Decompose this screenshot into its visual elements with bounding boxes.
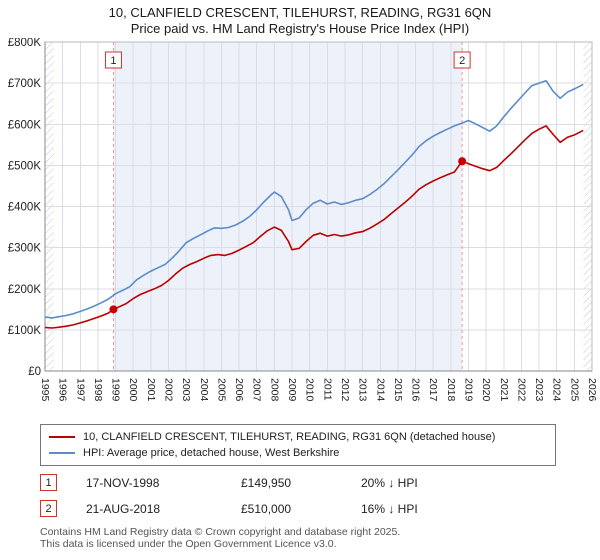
legend-label-hpi: HPI: Average price, detached house, West… bbox=[83, 447, 340, 459]
sale-2-price: £510,000 bbox=[241, 501, 292, 516]
sale-1-date: 17-NOV-1998 bbox=[86, 475, 160, 490]
svg-text:2019: 2019 bbox=[462, 378, 474, 402]
legend-label-property: 10, CLANFIELD CRESCENT, TILEHURST, READI… bbox=[83, 431, 496, 443]
svg-text:2023: 2023 bbox=[533, 378, 545, 402]
legend-item-hpi: HPI: Average price, detached house, West… bbox=[49, 445, 547, 461]
svg-text:2002: 2002 bbox=[163, 378, 175, 402]
svg-text:1997: 1997 bbox=[74, 378, 86, 402]
svg-text:2011: 2011 bbox=[321, 378, 333, 401]
sale-annotation-1: 1 17-NOV-1998 £149,950 20% ↓ HPI bbox=[40, 474, 418, 491]
svg-text:£0: £0 bbox=[28, 366, 41, 378]
svg-text:2020: 2020 bbox=[480, 378, 492, 402]
svg-text:1: 1 bbox=[110, 55, 116, 67]
svg-text:2003: 2003 bbox=[180, 378, 192, 402]
svg-text:2018: 2018 bbox=[445, 378, 457, 402]
blue-line-swatch bbox=[49, 452, 75, 454]
svg-text:2016: 2016 bbox=[410, 378, 422, 402]
svg-text:£800K: £800K bbox=[8, 38, 42, 49]
svg-text:2007: 2007 bbox=[251, 378, 263, 402]
svg-text:2004: 2004 bbox=[198, 378, 210, 402]
svg-text:2014: 2014 bbox=[374, 378, 386, 402]
svg-text:2021: 2021 bbox=[498, 378, 510, 402]
svg-text:2026: 2026 bbox=[586, 378, 598, 402]
svg-text:£400K: £400K bbox=[8, 202, 42, 214]
sale-1-marker-box: 1 bbox=[40, 474, 57, 491]
footer-line-1: Contains HM Land Registry data © Crown c… bbox=[40, 526, 401, 538]
svg-text:2: 2 bbox=[459, 55, 465, 67]
svg-text:1999: 1999 bbox=[110, 378, 122, 402]
svg-text:1996: 1996 bbox=[57, 378, 69, 402]
svg-text:2017: 2017 bbox=[427, 378, 439, 402]
sale-1-price: £149,950 bbox=[241, 475, 292, 490]
sale-1-hpi-delta: 20% ↓ HPI bbox=[361, 475, 418, 490]
sale-2-date: 21-AUG-2018 bbox=[86, 501, 161, 516]
license-footer: Contains HM Land Registry data © Crown c… bbox=[40, 526, 400, 550]
chart-area: £0 £100K £200K £300K £400K £500K £600K £700K £80… bbox=[0, 37, 600, 418]
svg-text:2024: 2024 bbox=[551, 378, 563, 402]
sale-2-marker-box: 2 bbox=[40, 500, 57, 517]
footer-line-2: This data is licensed under the Open Gov… bbox=[40, 538, 337, 550]
svg-text:£200K: £200K bbox=[8, 284, 42, 296]
red-line-swatch bbox=[49, 436, 75, 438]
price-chart: £0 £100K £200K £300K £400K £500K £600K £700K £80… bbox=[8, 37, 598, 402]
page-title: 10, CLANFIELD CRESCENT, TILEHURST, READI… bbox=[108, 5, 492, 20]
svg-text:£100K: £100K bbox=[8, 325, 42, 337]
svg-text:2008: 2008 bbox=[268, 378, 280, 402]
svg-text:2005: 2005 bbox=[215, 378, 227, 402]
svg-text:2025: 2025 bbox=[568, 378, 580, 402]
svg-text:£700K: £700K bbox=[8, 78, 42, 90]
svg-text:2001: 2001 bbox=[145, 378, 157, 402]
svg-text:£500K: £500K bbox=[8, 160, 42, 172]
sale-annotation-2: 2 21-AUG-2018 £510,000 16% ↓ HPI bbox=[40, 500, 418, 517]
svg-text:2015: 2015 bbox=[392, 378, 404, 402]
svg-text:2022: 2022 bbox=[515, 378, 527, 402]
svg-text:2012: 2012 bbox=[339, 378, 351, 402]
svg-text:2000: 2000 bbox=[127, 378, 139, 402]
svg-text:2010: 2010 bbox=[304, 378, 316, 402]
svg-text:2006: 2006 bbox=[233, 378, 245, 402]
svg-text:1995: 1995 bbox=[39, 378, 51, 402]
legend-item-property: 10, CLANFIELD CRESCENT, TILEHURST, READI… bbox=[49, 429, 547, 445]
chart-legend: 10, CLANFIELD CRESCENT, TILEHURST, READI… bbox=[40, 424, 556, 466]
svg-text:£300K: £300K bbox=[8, 243, 42, 255]
svg-text:2013: 2013 bbox=[357, 378, 369, 402]
svg-text:1998: 1998 bbox=[92, 378, 104, 402]
page-subtitle: Price paid vs. HM Land Registry's House … bbox=[130, 21, 470, 36]
sale-2-hpi-delta: 16% ↓ HPI bbox=[361, 501, 418, 516]
svg-text:£600K: £600K bbox=[8, 119, 42, 131]
svg-text:2009: 2009 bbox=[286, 378, 298, 402]
